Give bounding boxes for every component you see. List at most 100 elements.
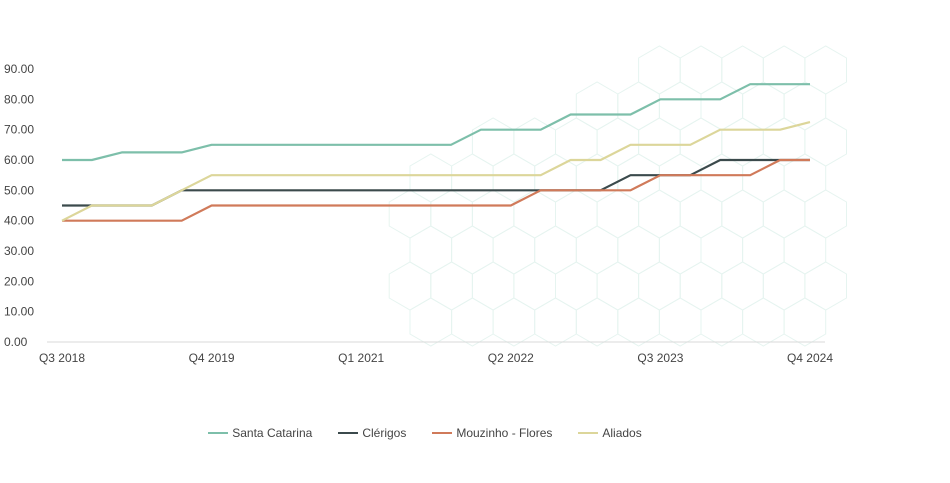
y-tick-label: 90.00	[4, 62, 34, 76]
hexagon-shape	[804, 45, 847, 95]
hexagon-shape	[575, 225, 619, 275]
hexagon-shape	[721, 261, 764, 311]
hexagon-shape	[430, 261, 473, 311]
y-tick-label: 20.00	[4, 274, 34, 288]
hexagon-watermark	[388, 45, 847, 347]
hexagon-shape	[409, 297, 453, 347]
x-tick-label: Q3 2018	[39, 351, 85, 365]
legend-swatch	[578, 432, 599, 434]
legend-label: Santa Catarina	[232, 426, 313, 440]
y-tick-label: 80.00	[4, 92, 34, 106]
hexagon-shape	[742, 297, 785, 347]
hexagon-shape	[617, 81, 660, 131]
hexagon-shape	[783, 297, 827, 347]
hexagon-shape	[721, 189, 764, 239]
y-tick-label: 50.00	[4, 183, 34, 197]
hexagon-shape	[679, 45, 723, 95]
y-tick-label: 60.00	[4, 153, 34, 167]
hexagon-shape	[575, 81, 619, 131]
hexagon-shape	[700, 81, 744, 131]
hexagon-shape	[721, 117, 764, 167]
hexagon-shape	[658, 297, 702, 347]
hexagon-shape	[451, 297, 494, 347]
hexagon-shape	[492, 297, 536, 347]
hexagon-shape	[617, 297, 660, 347]
y-tick-label: 30.00	[4, 244, 34, 258]
hexagon-shape	[596, 261, 640, 311]
y-tick-label: 0.00	[4, 335, 28, 349]
hexagon-shape	[762, 189, 806, 239]
x-tick-label: Q3 2023	[637, 351, 683, 365]
series-line-mouzinho-flores	[62, 158, 810, 222]
x-tick-label: Q1 2021	[338, 351, 384, 365]
legend-swatch	[208, 432, 229, 434]
hexagon-shape	[596, 189, 640, 239]
hexagon-shape	[534, 225, 577, 275]
x-tick-label: Q4 2019	[189, 351, 235, 365]
hexagon-shape	[742, 81, 785, 131]
hexagon-shape	[804, 189, 847, 239]
hexagon-shape	[638, 117, 681, 167]
hexagon-shape	[430, 189, 473, 239]
hexagon-shape	[679, 117, 723, 167]
legend-item: Aliados	[578, 426, 642, 440]
x-axis: Q3 2018 Q4 2019 Q1 2021 Q2 2022 Q3 2023 Q4 20…	[39, 351, 833, 365]
hexagon-shape	[700, 297, 744, 347]
hexagon-shape	[451, 153, 494, 203]
x-tick-label: Q4 2024	[787, 351, 833, 365]
y-tick-label: 40.00	[4, 214, 34, 228]
hexagon-shape	[783, 153, 827, 203]
hexagon-shape	[617, 225, 660, 275]
y-tick-label: 10.00	[4, 305, 34, 319]
hexagon-shape	[492, 153, 536, 203]
hexagon-shape	[638, 261, 681, 311]
hexagon-shape	[555, 189, 598, 239]
hexagon-shape	[721, 45, 764, 95]
hexagon-shape	[638, 45, 681, 95]
y-tick-label: 70.00	[4, 123, 34, 137]
hexagon-shape	[679, 261, 723, 311]
series-line-santa-catarina	[62, 83, 810, 162]
legend-item: Clérigos	[338, 426, 406, 440]
legend: Santa Catarina Clérigos Mouzinho - Flores A…	[0, 426, 850, 440]
series-lines	[61, 83, 811, 222]
hexagon-shape	[388, 189, 432, 239]
y-axis: 0.00 10.00 20.00 30.00 40.00 50.00 60.00 70.00 8…	[4, 62, 34, 349]
hexagon-shape	[762, 261, 806, 311]
legend-swatch	[432, 432, 453, 434]
hexagon-shape	[555, 117, 598, 167]
hexagon-shape	[471, 189, 515, 239]
hexagon-shape	[658, 153, 702, 203]
hexagon-shape	[471, 261, 515, 311]
hexagon-shape	[575, 297, 619, 347]
hexagon-shape	[783, 225, 827, 275]
hexagon-shape	[409, 225, 453, 275]
legend-label: Aliados	[602, 426, 642, 440]
legend-label: Mouzinho - Flores	[456, 426, 553, 440]
hexagon-shape	[471, 117, 515, 167]
hexagon-shape	[700, 153, 744, 203]
hexagon-shape	[700, 225, 744, 275]
hexagon-shape	[555, 261, 598, 311]
hexagon-shape	[388, 261, 432, 311]
hexagon-shape	[451, 225, 494, 275]
hexagon-shape	[762, 45, 806, 95]
legend-label: Clérigos	[362, 426, 407, 440]
hexagon-shape	[492, 225, 536, 275]
hexagon-shape	[513, 189, 556, 239]
series-line-aliados	[61, 121, 811, 222]
hexagon-shape	[575, 153, 619, 203]
hexagon-shape	[534, 297, 577, 347]
hexagon-shape	[804, 261, 847, 311]
hexagon-shape	[679, 189, 723, 239]
hexagon-shape	[658, 225, 702, 275]
legend-swatch	[338, 432, 359, 434]
hexagon-shape	[638, 189, 681, 239]
hexagon-shape	[742, 225, 785, 275]
hexagon-shape	[513, 261, 556, 311]
hexagon-shape	[409, 153, 453, 203]
hexagon-shape	[804, 117, 847, 167]
legend-item: Mouzinho - Flores	[432, 426, 552, 440]
